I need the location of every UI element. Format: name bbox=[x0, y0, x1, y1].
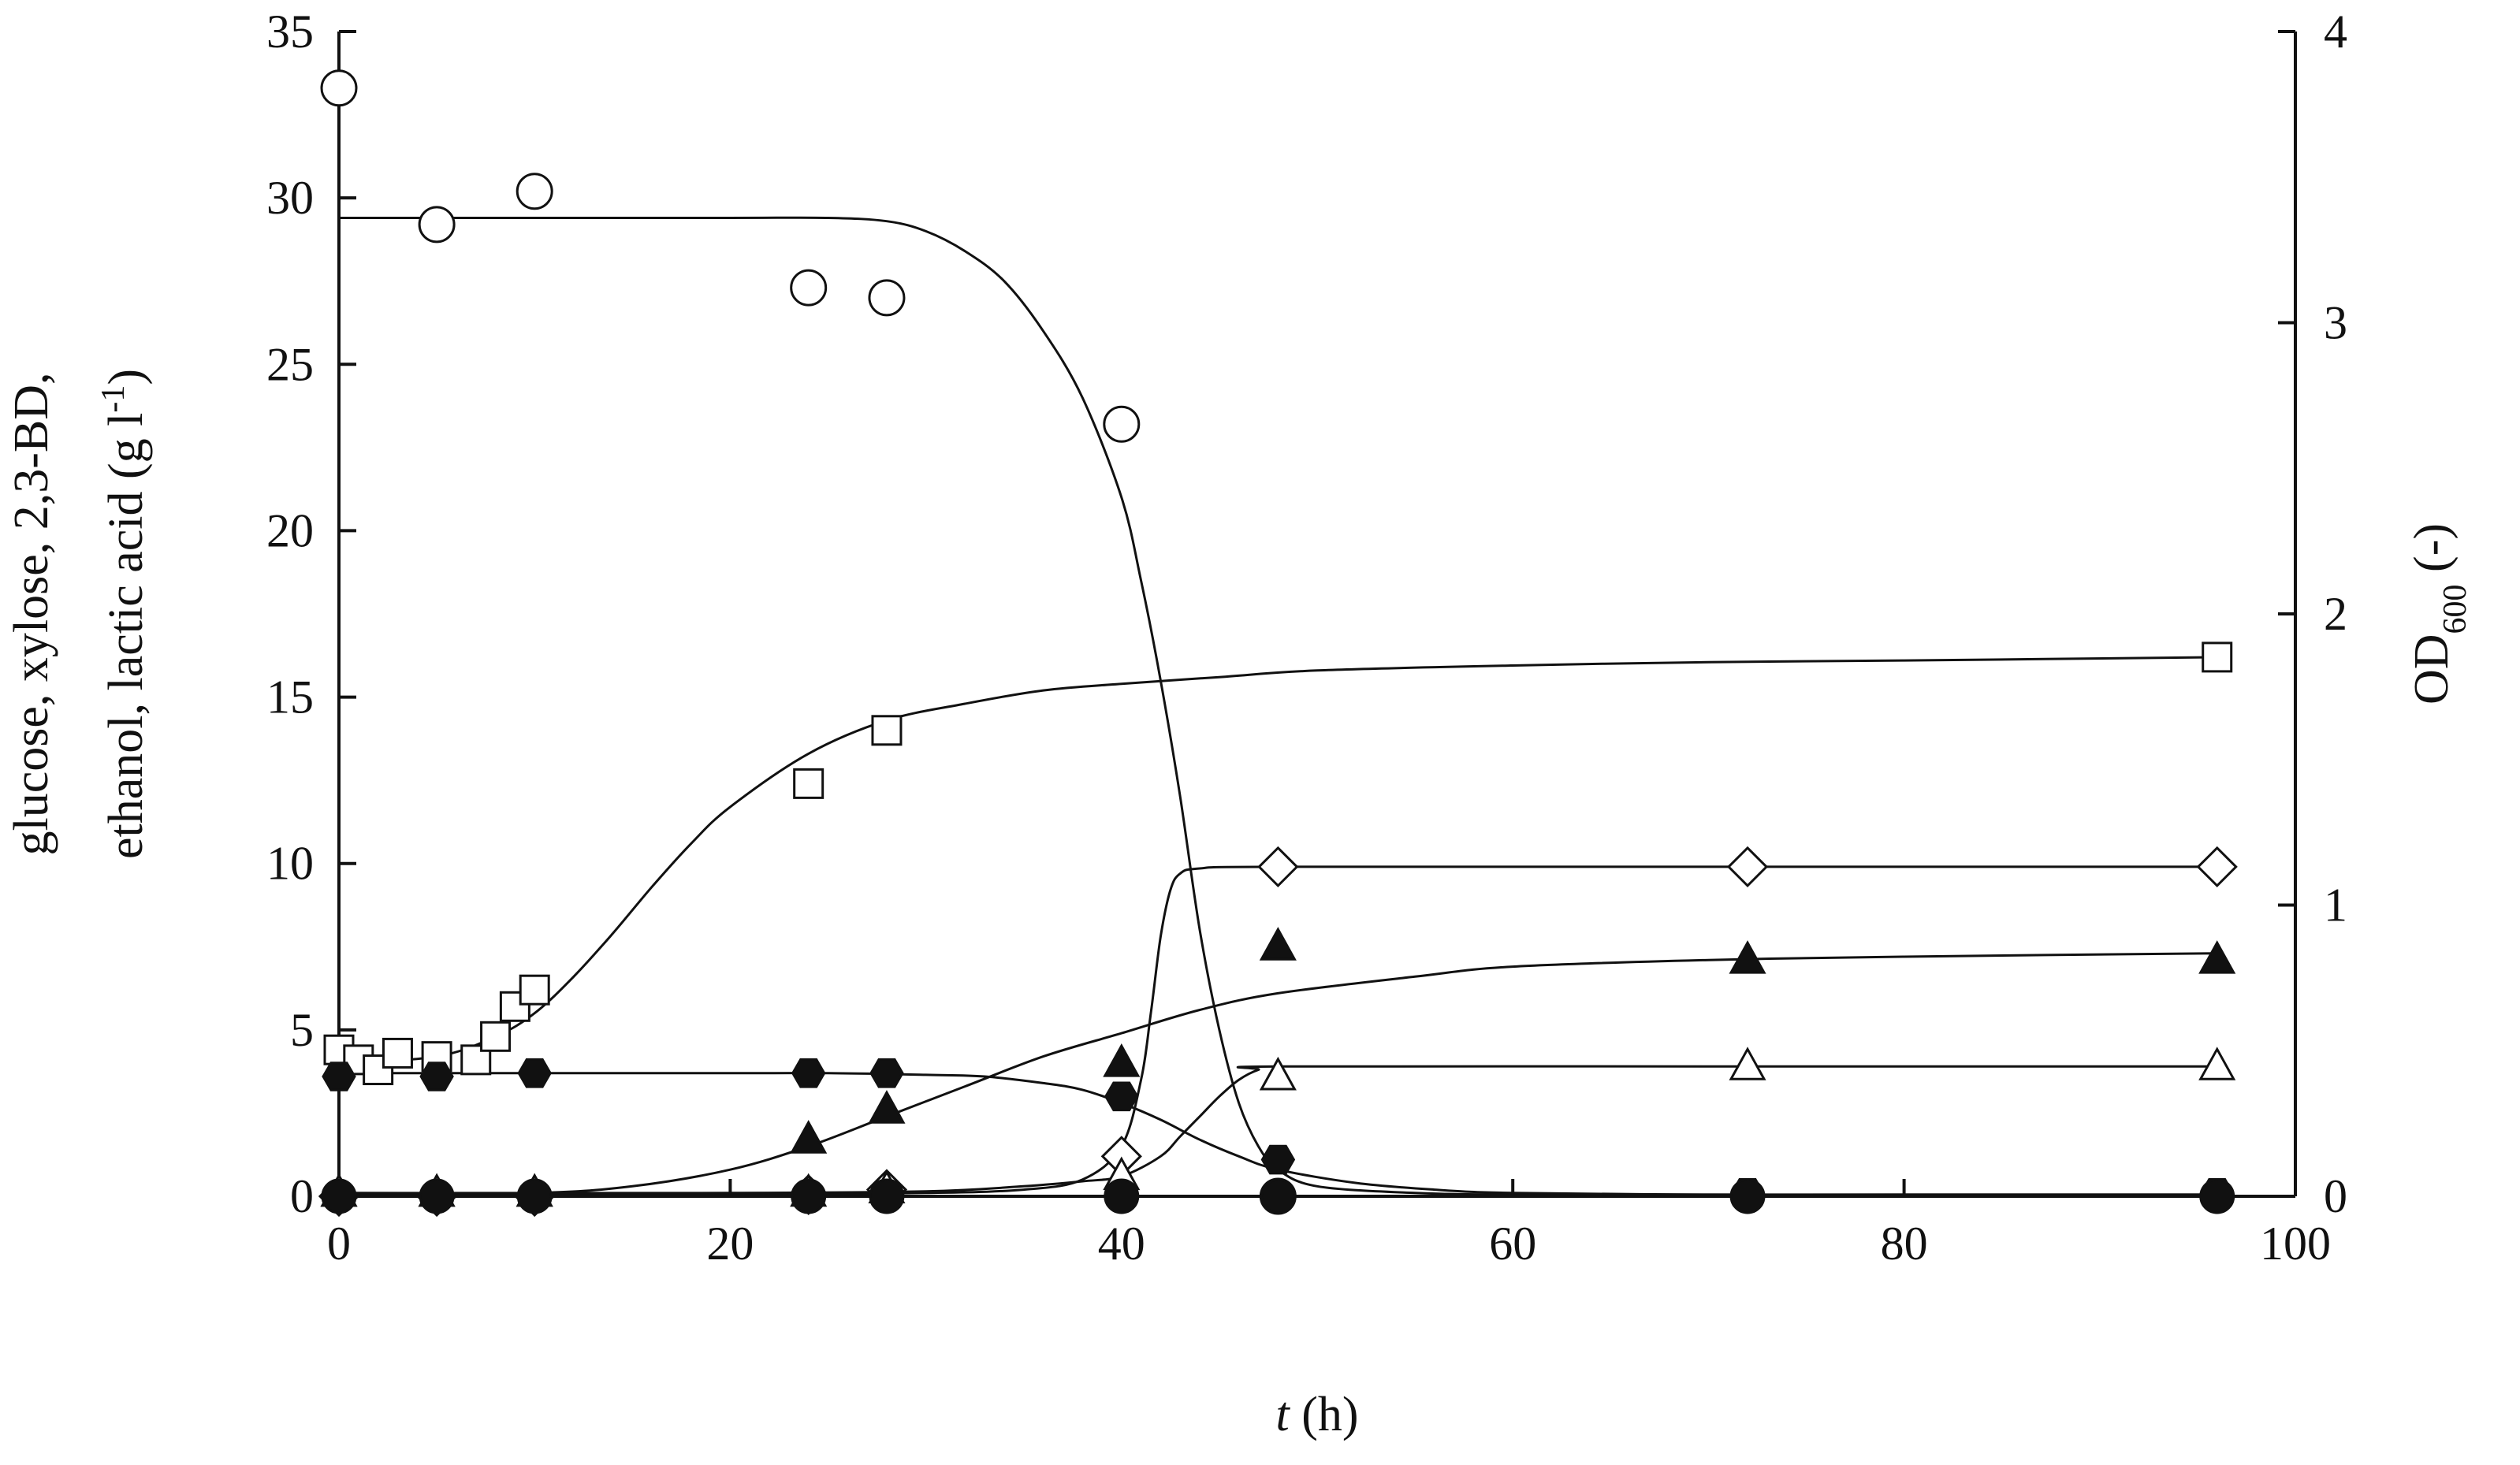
data-point-open-square bbox=[2202, 641, 2233, 673]
y-right-tick-label: 3 bbox=[2324, 297, 2347, 349]
y-left-tick-label: 30 bbox=[266, 172, 314, 224]
data-point-filled-circle bbox=[1729, 1178, 1766, 1214]
y-left-axis-title-suffix: ) bbox=[99, 369, 153, 385]
y-left-tick-label: 35 bbox=[266, 6, 314, 58]
x-tick-label: 100 bbox=[2260, 1218, 2331, 1270]
data-point-open-circle bbox=[1103, 405, 1141, 443]
y-left-axis-ticks: 0 5 10 15 20 25 30 35 bbox=[266, 6, 356, 1222]
data-point-open-diamond bbox=[2196, 846, 2238, 888]
fit-curve-filled-triangle bbox=[338, 952, 2217, 1196]
data-point-open-circle bbox=[868, 279, 906, 317]
data-point-open-diamond bbox=[1726, 846, 1769, 888]
data-point-open-square bbox=[480, 1021, 512, 1052]
data-points bbox=[318, 69, 2238, 1218]
y-left-axis-title-line2: ethanol, lactic acid (g l-1) bbox=[95, 369, 153, 859]
data-point-open-triangle bbox=[1259, 1056, 1297, 1091]
fit-curve-open-circle bbox=[339, 216, 2217, 1196]
y-left-axis-title-line1: glucose, xylose, 2,3-BD, bbox=[5, 372, 58, 855]
x-tick-label: 20 bbox=[706, 1218, 754, 1270]
data-point-filled-hexagon bbox=[1260, 1144, 1296, 1175]
y-left-tick-label: 15 bbox=[266, 671, 314, 723]
data-point-filled-circle bbox=[1104, 1178, 1140, 1214]
data-point-filled-hexagon bbox=[517, 1058, 552, 1088]
data-point-filled-circle bbox=[2199, 1178, 2235, 1214]
y-right-axis-title: OD600 (-) bbox=[2405, 523, 2473, 705]
y-right-axis-title-prefix: OD bbox=[2405, 634, 2459, 705]
x-axis-title-italic: t bbox=[1275, 1388, 1290, 1441]
data-point-filled-hexagon bbox=[1104, 1081, 1139, 1112]
data-point-open-square bbox=[793, 768, 824, 799]
data-point-filled-triangle bbox=[1103, 1043, 1141, 1077]
fit-curves bbox=[338, 216, 2217, 1198]
data-point-open-circle bbox=[516, 173, 553, 210]
y-left-tick-label: 5 bbox=[290, 1004, 314, 1056]
data-point-filled-triangle bbox=[1729, 940, 1766, 974]
y-left-tick-label: 20 bbox=[266, 504, 314, 556]
data-point-filled-hexagon bbox=[869, 1058, 904, 1088]
x-axis-title: t (h) bbox=[1275, 1388, 1358, 1441]
data-point-filled-triangle bbox=[2198, 940, 2236, 974]
y-right-tick-label: 4 bbox=[2324, 6, 2347, 58]
data-point-open-circle bbox=[790, 269, 828, 307]
data-point-open-square bbox=[382, 1037, 413, 1069]
data-point-filled-circle bbox=[516, 1178, 553, 1214]
y-left-tick-label: 25 bbox=[266, 338, 314, 390]
data-point-filled-hexagon bbox=[419, 1062, 454, 1091]
y-right-axis-ticks: 0 1 2 3 4 bbox=[2278, 6, 2347, 1222]
y-left-axis-title-prefix: ethanol, lactic acid (g l bbox=[99, 413, 153, 859]
data-point-open-triangle bbox=[2198, 1047, 2236, 1080]
x-tick-label: 80 bbox=[1881, 1218, 1928, 1270]
data-point-open-diamond bbox=[1257, 846, 1299, 888]
y-right-axis-title-sub: 600 bbox=[2437, 584, 2473, 634]
y-right-tick-label: 1 bbox=[2324, 879, 2347, 931]
y-left-axis-title-sup: -1 bbox=[95, 385, 132, 413]
data-point-filled-circle bbox=[321, 1178, 357, 1214]
data-point-open-circle bbox=[320, 69, 358, 107]
fit-curve-open-triangle bbox=[338, 1065, 2217, 1195]
y-left-tick-label: 0 bbox=[290, 1170, 314, 1222]
data-point-open-circle bbox=[418, 206, 456, 244]
plot-frame bbox=[337, 32, 2297, 1198]
y-right-tick-label: 0 bbox=[2324, 1170, 2347, 1222]
data-point-open-triangle bbox=[1729, 1047, 1766, 1080]
fit-curve-filled-hexagon bbox=[339, 1072, 2217, 1196]
data-point-filled-triangle bbox=[868, 1090, 906, 1124]
data-point-filled-triangle bbox=[790, 1120, 828, 1154]
x-tick-label: 0 bbox=[327, 1218, 351, 1270]
fit-curve-open-diamond bbox=[339, 865, 2217, 1196]
x-tick-label: 60 bbox=[1489, 1218, 1536, 1270]
x-axis-title-rest: (h) bbox=[1290, 1388, 1359, 1441]
data-point-open-square bbox=[871, 715, 903, 746]
y-right-axis-title-suffix: (-) bbox=[2405, 523, 2459, 584]
data-point-filled-circle bbox=[869, 1178, 905, 1214]
data-point-filled-circle bbox=[1260, 1178, 1296, 1214]
data-point-filled-circle bbox=[419, 1178, 455, 1214]
data-point-filled-circle bbox=[791, 1178, 827, 1214]
x-tick-label: 40 bbox=[1098, 1218, 1145, 1270]
y-right-tick-label: 2 bbox=[2324, 588, 2347, 640]
x-axis-ticks: 0 20 40 60 80 100 bbox=[327, 1179, 2331, 1270]
fit-curve-open-square bbox=[338, 656, 2217, 1065]
y-left-tick-label: 10 bbox=[266, 838, 314, 890]
data-point-filled-hexagon bbox=[791, 1058, 826, 1088]
data-point-filled-triangle bbox=[1259, 927, 1297, 961]
data-point-filled-hexagon bbox=[322, 1062, 356, 1091]
data-point-open-square bbox=[519, 974, 550, 1006]
